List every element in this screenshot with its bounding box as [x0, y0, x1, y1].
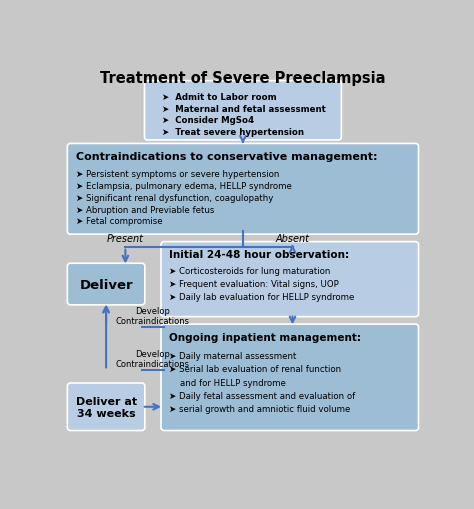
Text: Develop
Contraindications: Develop Contraindications: [116, 349, 190, 369]
Text: ➤ serial growth and amniotic fluid volume: ➤ serial growth and amniotic fluid volum…: [169, 405, 351, 413]
Text: and for HELLP syndrome: and for HELLP syndrome: [169, 378, 286, 387]
Text: ➤ Persistent symptoms or severe hypertension: ➤ Persistent symptoms or severe hyperten…: [76, 170, 279, 179]
Text: ➤ Frequent evaluation: Vital signs, UOP: ➤ Frequent evaluation: Vital signs, UOP: [169, 279, 339, 289]
Text: ➤  Admit to Labor room: ➤ Admit to Labor room: [162, 93, 277, 102]
Text: ➤  Treat severe hypertension: ➤ Treat severe hypertension: [162, 127, 304, 136]
Text: ➤ Fetal compromise: ➤ Fetal compromise: [76, 217, 163, 226]
Text: Present: Present: [107, 234, 144, 243]
FancyBboxPatch shape: [161, 242, 419, 317]
FancyBboxPatch shape: [145, 81, 341, 140]
FancyBboxPatch shape: [67, 144, 419, 235]
FancyBboxPatch shape: [67, 383, 145, 431]
Text: ➤ Daily fetal assessment and evaluation of: ➤ Daily fetal assessment and evaluation …: [169, 391, 356, 400]
Text: ➤ Daily maternal assessment: ➤ Daily maternal assessment: [169, 351, 297, 360]
Text: Contraindications to conservative management:: Contraindications to conservative manage…: [76, 152, 377, 162]
Text: ➤  Maternal and fetal assessment: ➤ Maternal and fetal assessment: [162, 104, 326, 114]
Text: ➤ Significant renal dysfunction, coagulopathy: ➤ Significant renal dysfunction, coagulo…: [76, 193, 273, 203]
Text: Initial 24-48 hour observation:: Initial 24-48 hour observation:: [169, 250, 350, 260]
Text: Absent: Absent: [275, 234, 310, 243]
Text: Deliver at
34 weeks: Deliver at 34 weeks: [75, 396, 137, 418]
FancyBboxPatch shape: [67, 264, 145, 305]
Text: ➤ Daily lab evaluation for HELLP syndrome: ➤ Daily lab evaluation for HELLP syndrom…: [169, 292, 355, 301]
Text: ➤ Abruption and Previable fetus: ➤ Abruption and Previable fetus: [76, 205, 214, 214]
FancyBboxPatch shape: [161, 324, 419, 431]
Text: Deliver: Deliver: [79, 278, 133, 291]
Text: Treatment of Severe Preeclampsia: Treatment of Severe Preeclampsia: [100, 71, 386, 86]
Text: ➤  Consider MgSo4: ➤ Consider MgSo4: [162, 116, 254, 125]
Text: ➤ Eclampsia, pulmonary edema, HELLP syndrome: ➤ Eclampsia, pulmonary edema, HELLP synd…: [76, 182, 292, 191]
Text: Ongoing inpatient management:: Ongoing inpatient management:: [169, 333, 362, 343]
Text: ➤ Serial lab evaluation of renal function: ➤ Serial lab evaluation of renal functio…: [169, 364, 342, 374]
Text: Develop
Contraindications: Develop Contraindications: [116, 306, 190, 326]
Text: ➤ Corticosteroids for lung maturation: ➤ Corticosteroids for lung maturation: [169, 267, 331, 276]
